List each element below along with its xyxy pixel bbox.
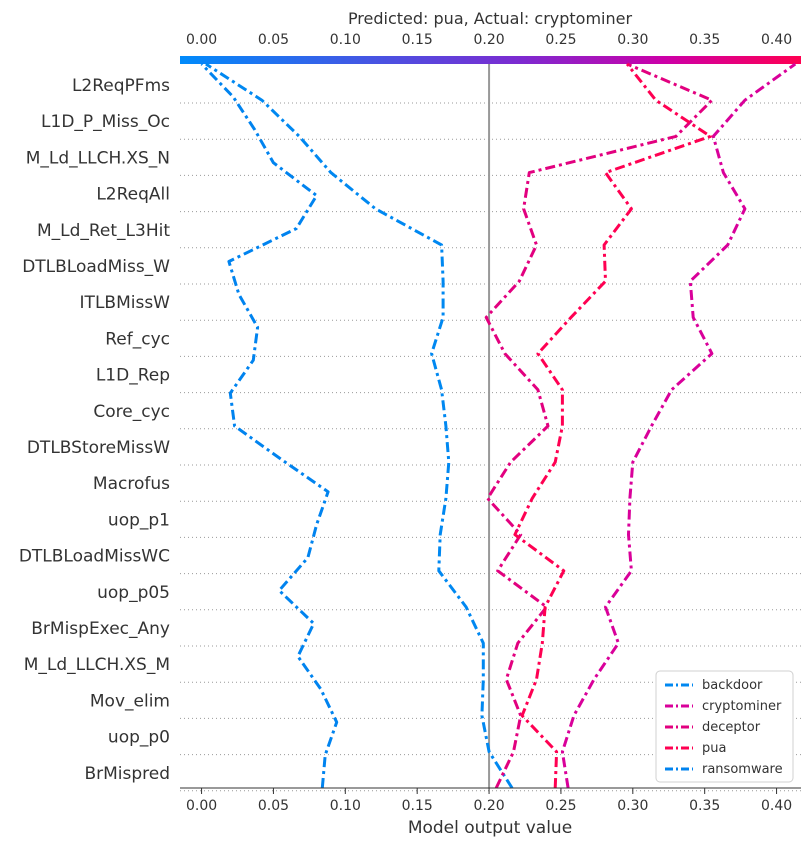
bottom-tick-label: 0.30 — [617, 798, 648, 814]
top-tick-label: 0.20 — [473, 32, 504, 48]
feature-label: Macrofus — [93, 474, 170, 494]
bottom-tick-label: 0.10 — [330, 798, 361, 814]
series-lines — [200, 62, 797, 789]
bottom-tick-label: 0.15 — [402, 798, 433, 814]
bottom-tick-label: 0.25 — [545, 798, 576, 814]
legend-label-deceptor: deceptor — [702, 720, 761, 735]
bottom-tick-label: 0.20 — [473, 798, 504, 814]
top-tick-labels: 0.00 0.05 0.10 0.15 0.20 0.25 0.30 0.35 0.40 — [186, 32, 792, 48]
top-tick-label: 0.10 — [330, 32, 361, 48]
feature-label: DTLBStoreMissW — [27, 438, 170, 458]
feature-label: DTLBLoadMiss_W — [22, 257, 170, 277]
legend: backdoor cryptominer deceptor pua ransomware — [655, 670, 794, 783]
top-tick-label: 0.00 — [186, 32, 217, 48]
bottom-tick-label: 0.05 — [258, 798, 289, 814]
legend-label-pua: pua — [702, 741, 726, 756]
bottom-tick-label: 0.35 — [689, 798, 720, 814]
feature-label: L2ReqAll — [96, 185, 170, 205]
series-line-pua — [513, 63, 712, 789]
feature-label: Mov_elim — [90, 691, 170, 711]
bottom-tick-labels: 0.00 0.05 0.10 0.15 0.20 0.25 0.30 0.35 0.40 — [186, 788, 792, 814]
feature-label: M_Ld_Ret_L3Hit — [37, 221, 170, 241]
feature-label: M_Ld_LLCH.XS_M — [24, 655, 170, 675]
legend-label-cryptominer: cryptominer — [702, 699, 782, 714]
feature-label: uop_p0 — [108, 728, 170, 748]
x-axis-label: Model output value — [408, 818, 572, 838]
chart-title: Predicted: pua, Actual: cryptominer — [348, 9, 633, 28]
top-tick-label: 0.05 — [258, 32, 289, 48]
feature-label: uop_p1 — [108, 510, 170, 530]
top-tick-label: 0.30 — [617, 32, 648, 48]
feature-label: Ref_cyc — [105, 329, 170, 349]
feature-label: DTLBLoadMissWC — [19, 547, 170, 567]
series-line-ransomware — [200, 62, 339, 789]
feature-label: ITLBMissW — [80, 293, 171, 313]
feature-label: L1D_Rep — [96, 366, 170, 386]
top-tick-label: 0.40 — [761, 32, 792, 48]
bottom-tick-label: 0.40 — [761, 798, 792, 814]
series-line-backdoor — [205, 62, 514, 789]
colorbar — [180, 56, 801, 64]
bottom-tick-label: 0.00 — [186, 798, 217, 814]
feature-label: BrMispExec_Any — [31, 619, 170, 639]
legend-label-ransomware: ransomware — [702, 762, 783, 777]
legend-box — [655, 670, 794, 783]
series-line-cryptominer — [560, 62, 797, 789]
feature-label: M_Ld_LLCH.XS_N — [26, 148, 170, 168]
feature-label: L1D_P_Miss_Oc — [41, 112, 170, 132]
top-tick-label: 0.15 — [402, 32, 433, 48]
feature-label: uop_p05 — [97, 583, 170, 603]
feature-label: Core_cyc — [93, 402, 170, 422]
top-tick-label: 0.25 — [545, 32, 576, 48]
series-line-deceptor — [484, 62, 714, 789]
top-tick-label: 0.35 — [689, 32, 720, 48]
legend-label-backdoor: backdoor — [702, 678, 763, 693]
feature-labels: L2ReqPFms L1D_P_Miss_Oc M_Ld_LLCH.XS_N L2Re… — [19, 76, 171, 784]
feature-label: L2ReqPFms — [72, 76, 170, 96]
feature-label: BrMispred — [84, 764, 170, 784]
